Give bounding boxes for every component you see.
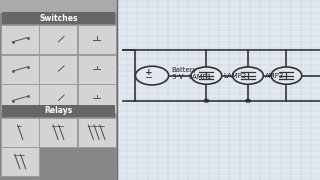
Circle shape bbox=[191, 67, 222, 84]
Text: AMP3: AMP3 bbox=[265, 73, 284, 79]
FancyBboxPatch shape bbox=[78, 55, 116, 84]
FancyBboxPatch shape bbox=[0, 0, 117, 13]
Circle shape bbox=[246, 100, 250, 102]
Text: Battery
3 V: Battery 3 V bbox=[172, 67, 197, 80]
FancyBboxPatch shape bbox=[39, 25, 77, 54]
Circle shape bbox=[204, 100, 209, 102]
Circle shape bbox=[233, 67, 263, 84]
FancyBboxPatch shape bbox=[39, 84, 77, 113]
FancyBboxPatch shape bbox=[39, 118, 77, 147]
FancyBboxPatch shape bbox=[78, 25, 116, 54]
Text: LAMP2: LAMP2 bbox=[223, 73, 246, 79]
FancyBboxPatch shape bbox=[39, 55, 77, 84]
FancyBboxPatch shape bbox=[1, 147, 39, 176]
FancyBboxPatch shape bbox=[117, 0, 320, 180]
Text: −: − bbox=[145, 73, 153, 83]
FancyBboxPatch shape bbox=[1, 84, 39, 113]
Text: Switches: Switches bbox=[39, 14, 78, 23]
Text: Relays: Relays bbox=[44, 107, 73, 116]
FancyBboxPatch shape bbox=[2, 12, 115, 24]
Circle shape bbox=[271, 67, 302, 84]
FancyBboxPatch shape bbox=[0, 0, 117, 180]
FancyBboxPatch shape bbox=[78, 84, 116, 113]
FancyBboxPatch shape bbox=[1, 25, 39, 54]
FancyBboxPatch shape bbox=[1, 55, 39, 84]
FancyBboxPatch shape bbox=[2, 105, 115, 117]
Text: +: + bbox=[145, 68, 153, 77]
FancyBboxPatch shape bbox=[1, 118, 39, 147]
Text: LAMP1: LAMP1 bbox=[188, 73, 212, 80]
Circle shape bbox=[135, 66, 169, 85]
FancyBboxPatch shape bbox=[78, 118, 116, 147]
